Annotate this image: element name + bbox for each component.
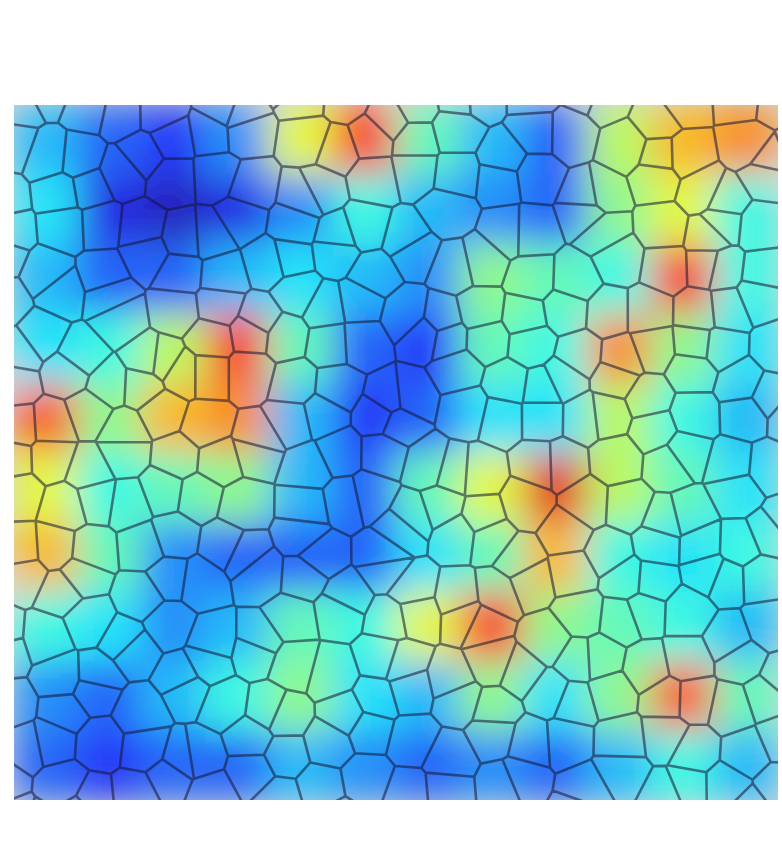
heat-cell [714,314,778,384]
heat-cell [141,105,205,175]
heat-cell [651,105,715,175]
background [14,105,778,800]
heatmap [14,105,778,800]
heat-cell [332,105,396,175]
heat-cell [14,314,78,384]
heat-cell [651,244,715,314]
cell-texture [14,105,778,800]
heat-cell [205,314,269,384]
heat-cell [269,314,333,384]
heat-cell [460,453,524,523]
heat-cell [205,105,269,175]
heat-cell [205,453,269,523]
heat-cell [78,522,142,592]
heat-cell [396,105,460,175]
heat-cell [332,175,396,245]
heat-cell [205,244,269,314]
heat-cell [651,592,715,662]
chart [0,0,782,846]
heat-cell [523,453,587,523]
heat-cell [396,244,460,314]
heat-cell [587,175,651,245]
heat-cell [332,592,396,662]
heat-cell [714,244,778,314]
heat-cell [587,522,651,592]
heat-cell [460,522,524,592]
heat-cell [141,731,205,801]
heat-cell [269,383,333,453]
plot-area [14,105,778,800]
heat-cell [205,731,269,801]
heat-cell [523,661,587,731]
heat-cell [460,244,524,314]
heat-cell [714,453,778,523]
heat-cell [332,661,396,731]
heat-cell [14,105,78,175]
heat-cell [332,383,396,453]
heat-cell [78,731,142,801]
heat-cell [523,592,587,662]
heat-cell [587,592,651,662]
